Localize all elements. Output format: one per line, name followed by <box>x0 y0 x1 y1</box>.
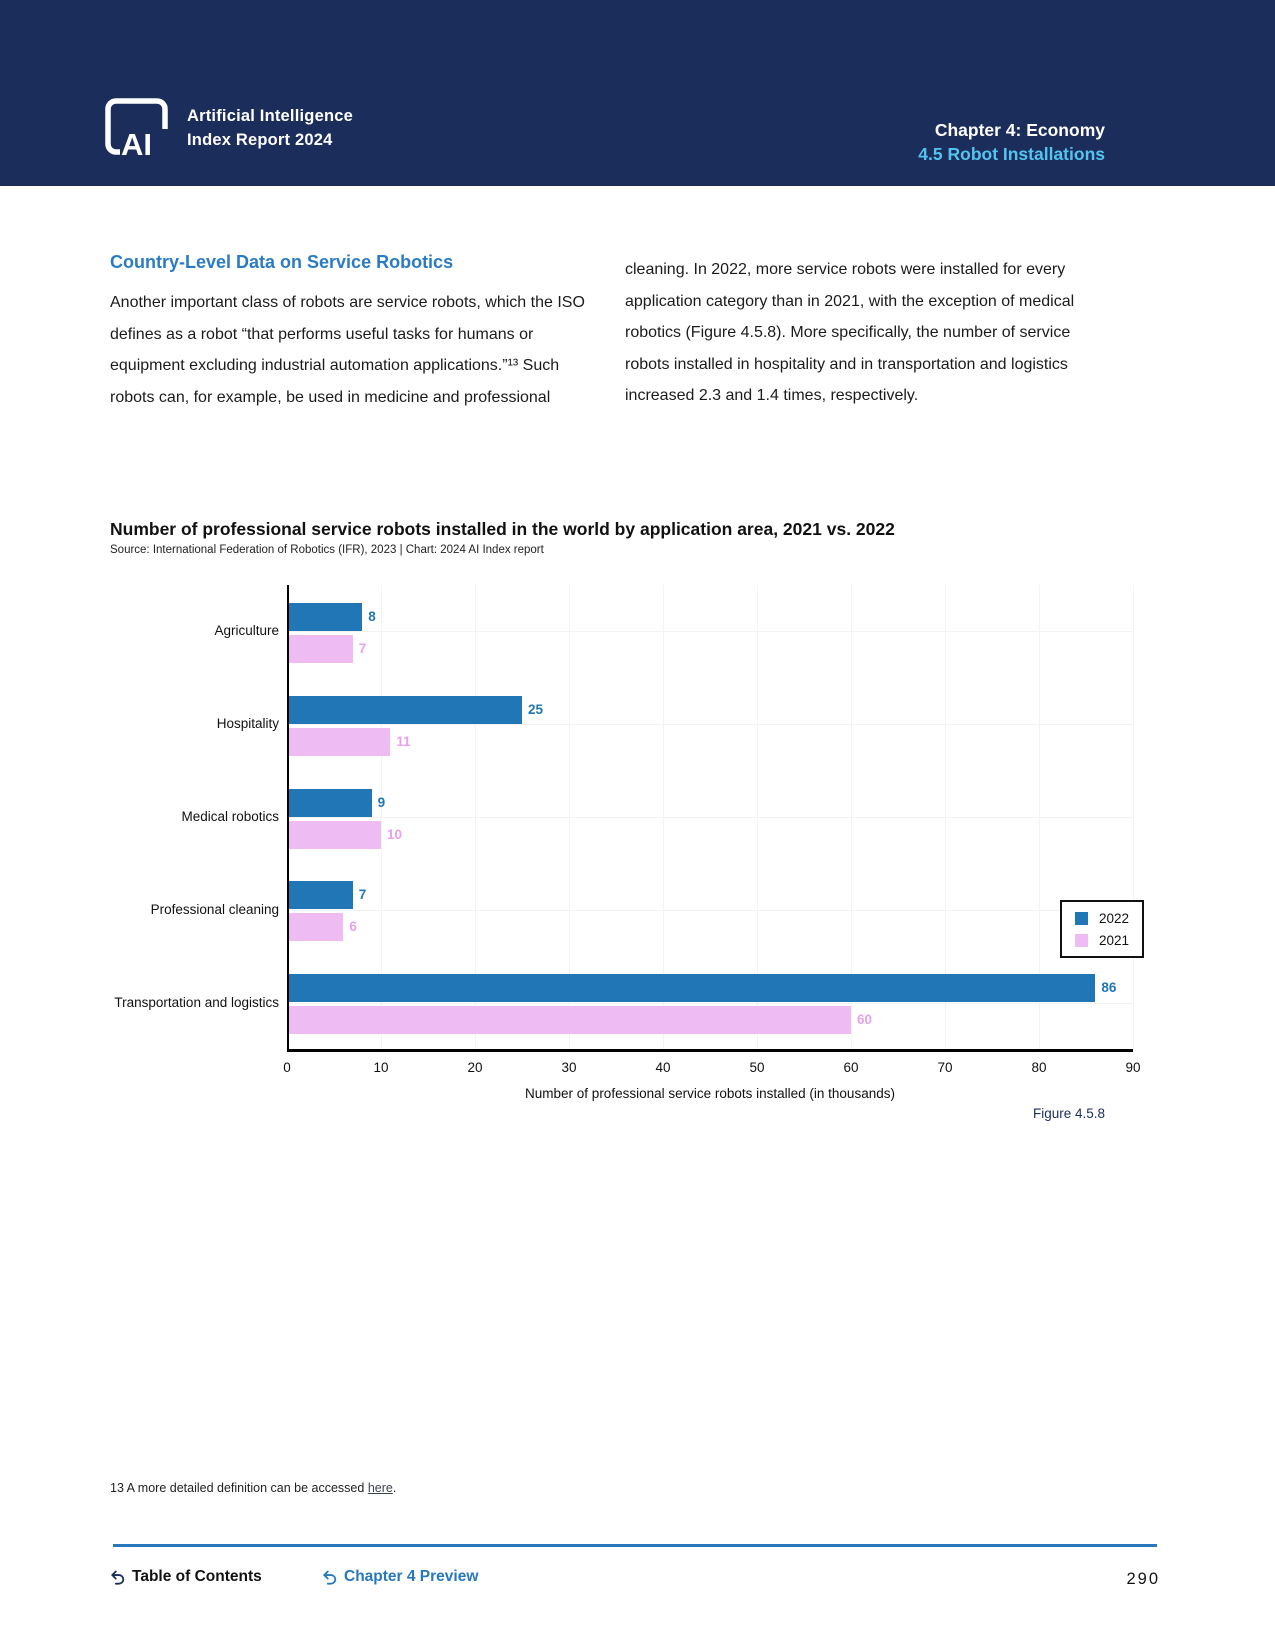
svg-text:AI: AI <box>121 127 152 158</box>
x-tick-label: 30 <box>561 1060 577 1075</box>
footer: Table of Contents Chapter 4 Preview 290 <box>110 1568 1160 1598</box>
chart-bar <box>287 881 353 910</box>
y-axis-spine <box>287 585 289 1050</box>
gridline-vertical <box>1133 585 1134 1049</box>
x-tick-label: 80 <box>1031 1060 1047 1075</box>
category-label: Hospitality <box>216 716 279 732</box>
legend: 2022 2021 <box>1060 900 1144 958</box>
bar-value-label: 11 <box>396 733 411 749</box>
bar-value-label: 25 <box>528 701 544 717</box>
brand-line2: Index Report 2024 <box>187 131 333 149</box>
footer-divider <box>113 1544 1157 1547</box>
bar-value-label: 7 <box>358 641 367 656</box>
chapter-preview-link[interactable]: Chapter 4 Preview <box>322 1568 478 1586</box>
chart-bar <box>287 913 344 942</box>
bar-value-label: 6 <box>349 919 357 935</box>
chart-source: Source: International Federation of Robo… <box>110 544 544 556</box>
bar-value-label: 8 <box>368 609 376 624</box>
legend-item: 2021 <box>1075 933 1129 948</box>
chart-bar <box>287 820 381 849</box>
bar-value-label: 9 <box>377 794 386 810</box>
ai-index-logo: AI <box>105 98 171 158</box>
gridline-horizontal <box>287 724 1133 726</box>
undo-arrow-icon <box>323 1570 337 1585</box>
legend-item: 2022 <box>1075 911 1129 926</box>
bar-value-label: 10 <box>387 826 403 842</box>
chart-bar <box>287 974 1096 1003</box>
brand-line1: Artificial Intelligence <box>187 107 353 125</box>
x-axis-spine <box>287 1049 1133 1052</box>
chart-bar <box>287 727 391 756</box>
category-label: Transportation and logistics <box>114 994 279 1010</box>
footnote: 13 A more detailed definition can be acc… <box>110 1481 396 1495</box>
chart-bar <box>287 635 353 663</box>
bar-value-label: 60 <box>857 1012 873 1028</box>
x-tick-label: 60 <box>843 1060 859 1075</box>
gridline-horizontal <box>287 631 1133 633</box>
x-tick-label: 50 <box>749 1060 765 1075</box>
chart-bar <box>287 1006 851 1035</box>
header: AI Artificial Intelligence Index Report … <box>0 0 1275 186</box>
article-heading: Country-Level Data on Service Robotics <box>110 252 454 272</box>
chapter-title: Chapter 4: Economy <box>934 120 1105 140</box>
figure-caption: Figure 4.5.8 <box>1032 1106 1105 1121</box>
bar-value-label: 7 <box>358 887 367 903</box>
article-column-right: cleaning. In 2022, more service robots w… <box>625 261 1075 404</box>
category-label: Agriculture <box>214 623 279 639</box>
category-label: Medical robotics <box>181 809 279 824</box>
bar-value-label: 86 <box>1101 980 1117 996</box>
brand: AI Artificial Intelligence Index Report … <box>105 98 353 158</box>
footnote-text: 13 A more detailed definition can be acc… <box>110 1481 368 1495</box>
x-tick-label: 70 <box>937 1060 953 1075</box>
x-tick-label: 40 <box>655 1060 671 1075</box>
x-tick-label: 90 <box>1125 1060 1141 1075</box>
x-axis-title: Number of professional service robots in… <box>525 1086 895 1101</box>
legend-label: 2022 <box>1098 910 1129 926</box>
table-of-contents-label: Table of Contents <box>132 1568 262 1585</box>
article-column-left: Another important class of robots are se… <box>110 294 585 406</box>
undo-arrow-icon <box>111 1570 125 1585</box>
page-number: 290 <box>1126 1570 1160 1588</box>
chart-bar <box>287 788 372 817</box>
x-tick-label: 0 <box>283 1060 291 1075</box>
legend-swatch <box>1075 911 1088 925</box>
gridline-horizontal <box>287 909 1133 911</box>
x-tick-label: 20 <box>467 1060 483 1075</box>
bar-chart: Agriculture 8 7 Hospitality 25 11 Medical robo… <box>110 585 1144 1101</box>
category-label: Professional cleaning <box>150 901 279 917</box>
chart-title: Number of professional service robots in… <box>110 519 895 539</box>
chart-bar <box>287 695 522 724</box>
chapter-preview-label: Chapter 4 Preview <box>344 1568 479 1585</box>
footnote-here-link[interactable]: here <box>367 1481 393 1495</box>
gridline-horizontal <box>287 1002 1133 1004</box>
chapter-info: Chapter 4: Economy 4.5 Robot Installatio… <box>918 118 1105 166</box>
chart-bar <box>287 603 363 631</box>
brand-text: Artificial Intelligence Index Report 202… <box>187 104 353 152</box>
footnote-period: . <box>392 1481 397 1495</box>
table-of-contents-link[interactable]: Table of Contents <box>110 1568 262 1586</box>
legend-label: 2021 <box>1098 932 1129 948</box>
legend-swatch <box>1075 933 1088 947</box>
gridline-horizontal <box>287 817 1133 818</box>
x-tick-label: 10 <box>373 1060 389 1075</box>
section-title: 4.5 Robot Installations <box>918 144 1105 164</box>
